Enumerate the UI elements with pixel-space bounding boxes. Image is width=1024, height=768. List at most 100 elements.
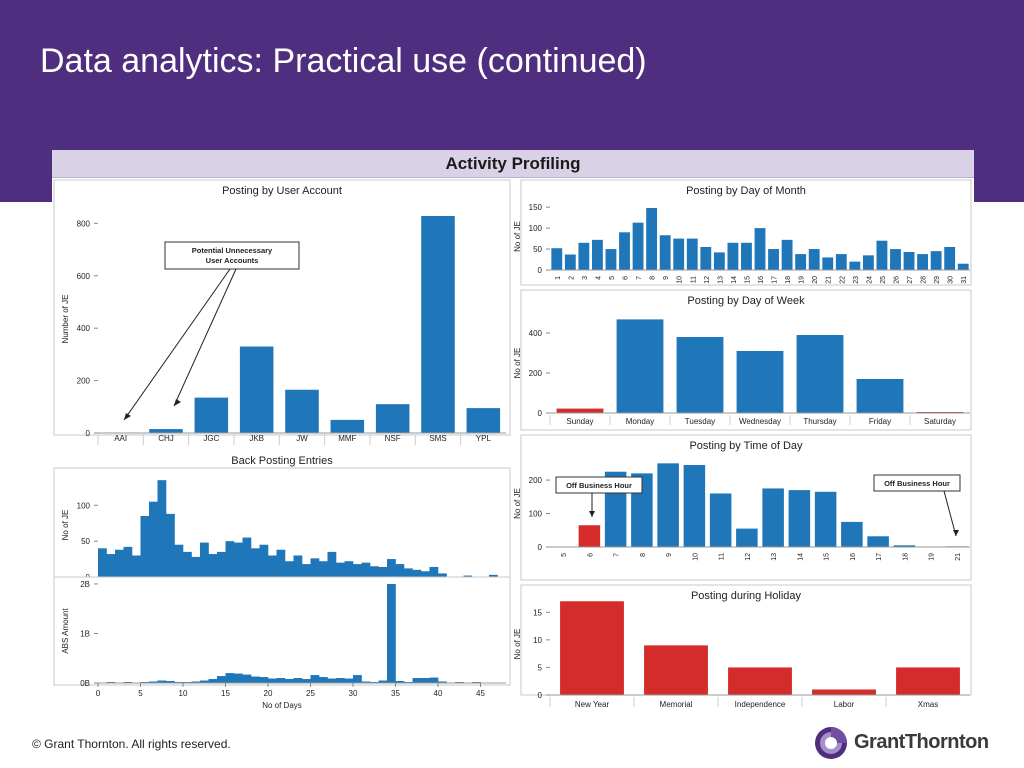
day_of_month-xtick-label: 13 bbox=[717, 276, 724, 284]
back_posting_amount-bar bbox=[336, 678, 345, 683]
back_posting-bar bbox=[149, 501, 158, 577]
annotation-arrow bbox=[123, 268, 231, 421]
back-posting-xtick-label: 15 bbox=[221, 689, 230, 698]
back_posting_amount-bar bbox=[353, 675, 362, 683]
day_of_month-ytick-label: 100 bbox=[529, 224, 543, 233]
day_of_month-xtick-label: 28 bbox=[921, 276, 928, 284]
day_of_month-xtick-label: 21 bbox=[826, 276, 833, 284]
back_posting-bar bbox=[191, 556, 201, 577]
back-posting-xtick-label: 25 bbox=[306, 689, 315, 698]
day_of_month-ytick-label: 50 bbox=[533, 245, 542, 254]
back_posting-bar bbox=[217, 551, 226, 577]
time_of_day-ytick-label: 0 bbox=[538, 543, 543, 552]
user_account-bar bbox=[466, 408, 501, 433]
day_of_month-xtick-label: 9 bbox=[663, 276, 670, 280]
back_posting_amount-bar bbox=[421, 678, 430, 683]
holiday-bar bbox=[560, 601, 624, 695]
back_posting-bar bbox=[293, 555, 303, 577]
user_account-ytick-label: 600 bbox=[77, 272, 91, 281]
day_of_month-bar bbox=[686, 238, 698, 270]
dashboard-header: Activity Profiling bbox=[52, 150, 974, 178]
user_account-xtick-label: NSF bbox=[385, 434, 401, 443]
back_posting_amount-bar bbox=[438, 681, 447, 683]
user_account-xtick-label: JKB bbox=[249, 434, 264, 443]
user_account-xtick-label: YPL bbox=[476, 434, 492, 443]
back_posting-bar bbox=[200, 542, 209, 577]
time_of_day-bar bbox=[762, 488, 784, 547]
day_of_month-xtick-label: 17 bbox=[772, 276, 779, 284]
day_of_month-xtick-label: 7 bbox=[636, 276, 643, 280]
user_account-ytick-label: 0 bbox=[86, 429, 91, 438]
time_of_day-xtick-label: 7 bbox=[614, 553, 621, 557]
back_posting-bar bbox=[285, 561, 294, 577]
back_posting-bar bbox=[106, 554, 116, 577]
user_account-xtick-label: CHJ bbox=[158, 434, 174, 443]
user_account-bar bbox=[421, 216, 455, 433]
time_of_day-xtick-label: 14 bbox=[797, 553, 804, 561]
charts-canvas: Posting by User Account0200400600800Numb… bbox=[53, 179, 972, 710]
back_posting-bar bbox=[344, 561, 354, 577]
time_of_day-bar bbox=[578, 525, 601, 547]
back_posting-bar bbox=[302, 564, 311, 577]
day_of_month-bar bbox=[768, 249, 779, 270]
off-hours-arrow bbox=[943, 490, 957, 537]
day_of_month-xtick-label: 16 bbox=[758, 276, 765, 284]
back_posting-bar bbox=[157, 480, 167, 577]
time_of_day-ytick-label: 100 bbox=[529, 510, 543, 519]
back_posting-bar bbox=[438, 573, 447, 577]
day_of_month-bar bbox=[835, 254, 847, 270]
holiday-bar bbox=[896, 667, 960, 695]
day_of_month-bar bbox=[632, 222, 644, 270]
back_posting_amount-ytick-label: 1B bbox=[80, 629, 90, 638]
time_of_day-bar bbox=[683, 465, 706, 547]
back_posting_amount-bar bbox=[378, 680, 388, 683]
day_of_week-xtick-label: Monday bbox=[626, 417, 654, 426]
day_of_week-ytick-label: 200 bbox=[529, 369, 543, 378]
time_of_day-xtick-label: 15 bbox=[824, 553, 831, 561]
user_account-bar bbox=[239, 346, 274, 433]
day_of_month-xtick-label: 24 bbox=[866, 276, 873, 284]
back_posting_amount-bar bbox=[361, 681, 371, 683]
back-posting-xtick-label: 40 bbox=[434, 689, 443, 698]
day_of_month-xtick-label: 2 bbox=[568, 276, 575, 280]
time_of_day-bar bbox=[736, 528, 758, 547]
holiday-bar bbox=[728, 667, 792, 695]
time_of_day-panel bbox=[520, 434, 972, 581]
day_of_week-ylabel: No of JE bbox=[513, 348, 522, 379]
back_posting-bar bbox=[259, 544, 269, 577]
day_of_month-bar bbox=[713, 252, 725, 270]
day_of_month-bar bbox=[808, 249, 820, 270]
back_posting-bar bbox=[174, 544, 184, 577]
back-posting-xtick-label: 45 bbox=[476, 689, 485, 698]
day_of_week-xtick-label: Friday bbox=[869, 417, 891, 426]
back_posting_amount-ytick-label: 0B bbox=[80, 679, 90, 688]
back_posting-bar bbox=[404, 568, 413, 577]
back_posting_amount-bar bbox=[268, 678, 277, 683]
back_posting-title: Back Posting Entries bbox=[231, 455, 333, 467]
user_account-ytick-label: 400 bbox=[77, 324, 91, 333]
day_of_month-bar bbox=[876, 240, 888, 270]
back_posting_amount-bar bbox=[157, 680, 167, 683]
user_account-ylabel: Number of JE bbox=[61, 295, 70, 344]
holiday-bar bbox=[644, 645, 708, 695]
back_posting_amount-bar bbox=[217, 676, 226, 683]
back_posting_amount-bar bbox=[387, 583, 396, 683]
day_of_month-bar bbox=[619, 232, 630, 270]
off-hours-callout-text: Off Business Hour bbox=[884, 479, 950, 488]
back_posting-bar bbox=[421, 571, 430, 577]
annotation-text: Potential Unnecessary bbox=[192, 246, 273, 255]
holiday-ytick-label: 10 bbox=[533, 636, 542, 645]
day_of_month-xtick-label: 22 bbox=[839, 276, 846, 284]
day_of_month-bar bbox=[822, 257, 834, 270]
day_of_month-xtick-label: 8 bbox=[650, 276, 657, 280]
back_posting_amount-bar bbox=[285, 679, 294, 683]
day_of_month-bar bbox=[930, 251, 942, 270]
day_of_month-bar bbox=[659, 235, 671, 270]
user_account-title: Posting by User Account bbox=[222, 185, 342, 197]
back_posting_amount-bar bbox=[208, 679, 218, 683]
day_of_week-bar bbox=[676, 337, 724, 413]
user_account-bar bbox=[330, 419, 365, 433]
back_posting-bar bbox=[370, 566, 379, 577]
back_posting-bar bbox=[115, 549, 124, 577]
back_posting_amount-bar bbox=[412, 678, 422, 683]
